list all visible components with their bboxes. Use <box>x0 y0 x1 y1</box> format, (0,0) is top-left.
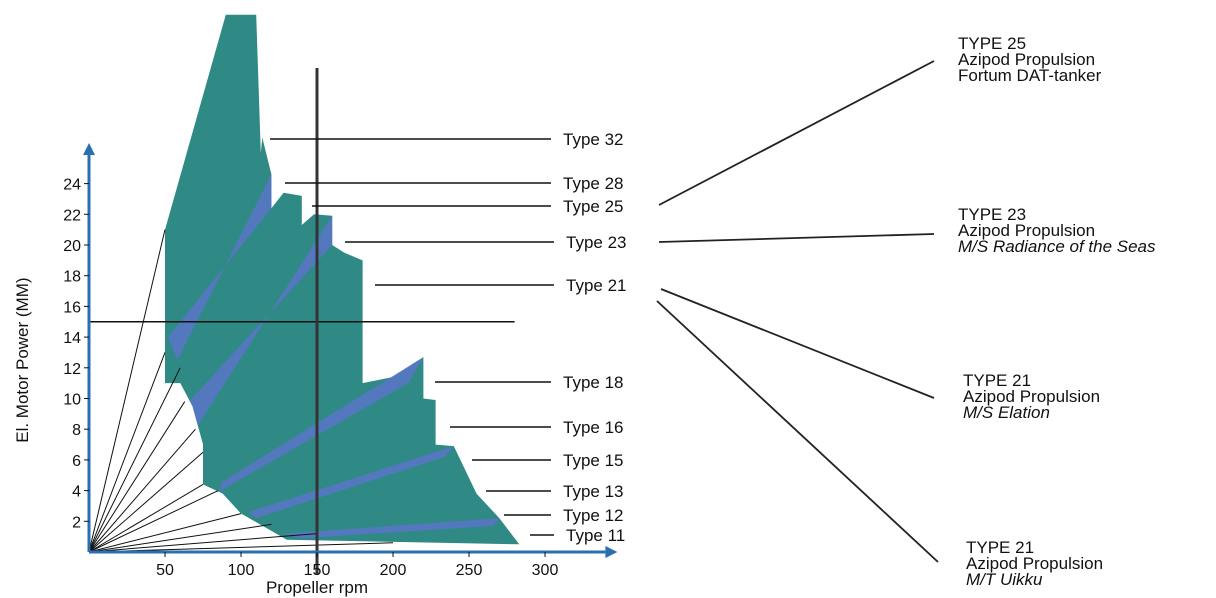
x-axis-arrow <box>605 546 618 558</box>
type-12-label: Type 12 <box>563 506 624 525</box>
annotation-type21-uikku: TYPE 21 Azipod Propulsion M/T Uikku <box>966 538 1104 589</box>
annotation-type21a-title: TYPE 21 <box>963 371 1032 390</box>
x-tick-label-300: 300 <box>532 562 559 579</box>
connector-type25 <box>658 60 935 206</box>
connector-type23 <box>658 233 935 243</box>
annotation-type21b-propulsion: Azipod Propulsion <box>966 554 1104 573</box>
y-tick-label-10: 10 <box>63 392 81 409</box>
y-tick-label-12: 12 <box>63 361 81 378</box>
y-tick-label-8: 8 <box>72 422 81 439</box>
envelope-area <box>165 14 520 545</box>
type-13-label: Type 13 <box>563 482 624 501</box>
y-tick-label-14: 14 <box>63 330 81 347</box>
fan-line-8 <box>88 513 242 553</box>
connector-type21-elation <box>660 288 935 399</box>
type-23-label: Type 23 <box>566 233 627 252</box>
fan-line-5 <box>88 451 204 553</box>
type-28-label: Type 28 <box>563 174 624 193</box>
annotation-type23: TYPE 23 Azipod Propulsion M/S Radiance o… <box>958 205 1156 256</box>
annotation-type21b-vessel: M/T Uikku <box>966 570 1043 589</box>
fan-line-10 <box>88 533 318 553</box>
type-25-label: Type 25 <box>563 197 624 216</box>
x-tick-label-150: 150 <box>304 562 331 579</box>
x-axis-label: Propeller rpm <box>266 578 368 597</box>
annotation-type25-propulsion: Azipod Propulsion <box>958 50 1096 69</box>
annotation-type25: TYPE 25 Azipod Propulsion Fortum DAT-tan… <box>958 34 1102 85</box>
fan-line-4 <box>88 428 196 553</box>
y-tick-label-4: 4 <box>72 484 81 501</box>
type-12-band <box>283 518 500 539</box>
fan-line-9 <box>88 523 272 553</box>
type-28-band <box>168 174 272 361</box>
annotation-type21a-propulsion: Azipod Propulsion <box>963 387 1101 406</box>
type-15-band <box>248 446 454 519</box>
fan-line-11 <box>88 542 394 553</box>
type-32-label: Type 32 <box>563 130 624 149</box>
x-tick-label-50: 50 <box>156 562 174 579</box>
annotation-type23-title: TYPE 23 <box>958 205 1027 224</box>
y-tick-label-6: 6 <box>72 453 81 470</box>
y-axis-label: El. Motor Power (MM) <box>13 277 32 442</box>
annotation-type25-title: TYPE 25 <box>958 34 1027 53</box>
annotation-type25-vessel: Fortum DAT-tanker <box>958 66 1102 85</box>
type-11-label: Type 11 <box>566 526 625 545</box>
fan-wedge-3 <box>89 484 223 552</box>
y-axis-arrow <box>83 143 95 155</box>
annotation-type21-elation: TYPE 21 Azipod Propulsion M/S Elation <box>963 371 1101 422</box>
y-tick-label-24: 24 <box>63 177 81 194</box>
fan-wedge-4 <box>89 513 287 552</box>
type-23-band <box>184 215 333 430</box>
annotation-type21b-title: TYPE 21 <box>966 538 1035 557</box>
fan-line-1 <box>88 352 166 553</box>
fan-line-3 <box>88 401 186 553</box>
y-tick-label-18: 18 <box>63 269 81 286</box>
type-15-label: Type 15 <box>563 451 624 470</box>
annotation-type23-propulsion: Azipod Propulsion <box>958 221 1096 240</box>
y-tick-label-22: 22 <box>63 207 81 224</box>
y-tick-label-20: 20 <box>63 238 81 255</box>
y-tick-label-2: 2 <box>72 514 81 531</box>
annotation-type23-vessel: M/S Radiance of the Seas <box>958 237 1156 256</box>
connector-type21-uikku <box>656 300 939 563</box>
type-18-band <box>218 357 424 493</box>
fan-line-0 <box>88 229 166 553</box>
x-tick-label-250: 250 <box>456 562 483 579</box>
x-tick-label-100: 100 <box>228 562 255 579</box>
fan-line-2 <box>88 367 181 553</box>
type-16-label: Type 16 <box>563 418 624 437</box>
fan-line-7 <box>88 490 219 553</box>
x-tick-label-200: 200 <box>380 562 407 579</box>
fan-line-6 <box>88 484 204 553</box>
type-18-label: Type 18 <box>563 373 624 392</box>
annotation-type21a-vessel: M/S Elation <box>963 403 1050 422</box>
type-21-label: Type 21 <box>566 276 627 295</box>
fan-wedge-2 <box>89 383 203 552</box>
y-tick-label-16: 16 <box>63 299 81 316</box>
